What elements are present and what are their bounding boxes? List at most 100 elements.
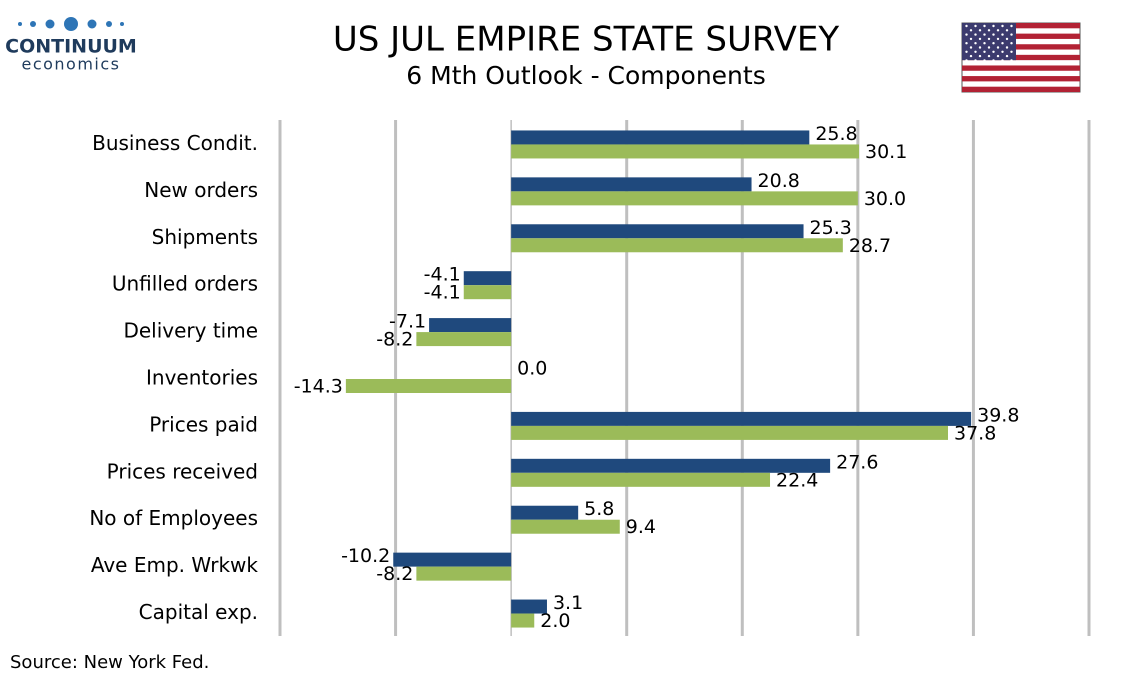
bar: [511, 505, 579, 520]
flag-star: [996, 29, 1000, 32]
y-tick-label: Prices received: [107, 459, 258, 483]
flag: [961, 22, 1081, 93]
flag-star: [1005, 46, 1009, 49]
logo-dot: [30, 21, 36, 27]
bar: [511, 411, 972, 426]
flag-star: [992, 24, 995, 28]
flag-star: [1005, 37, 1009, 41]
y-tick-label: New orders: [144, 178, 258, 202]
flag-star: [978, 54, 982, 58]
flag-star: [1010, 24, 1013, 28]
bar: [511, 519, 620, 534]
flag-star: [974, 50, 977, 53]
bar: [393, 552, 512, 567]
bar: [511, 599, 547, 614]
flag-stripe: [962, 23, 1080, 29]
flag-stripe: [962, 65, 1080, 71]
bar: [511, 177, 752, 192]
flag-star: [969, 29, 973, 32]
flag-star: [983, 50, 986, 53]
value-label: -4.1: [424, 282, 461, 304]
chart-subtitle: 6 Mth Outlook - Components: [406, 61, 765, 90]
value-label: 30.0: [864, 188, 906, 210]
flag-star: [1010, 42, 1013, 45]
bar: [463, 285, 512, 300]
value-label: 39.8: [977, 404, 1019, 426]
bar: [511, 191, 858, 206]
chart-title: US JUL EMPIRE STATE SURVEY: [333, 20, 840, 60]
value-label: -8.2: [376, 329, 413, 351]
flag-stripe: [962, 54, 1080, 61]
flag-canton: [962, 23, 1016, 61]
bar: [511, 224, 804, 239]
value-label: 28.7: [849, 235, 891, 257]
flag-star: [992, 33, 995, 36]
y-tick-label: Prices paid: [149, 412, 258, 436]
logo-dot: [18, 22, 22, 26]
flag-star: [974, 42, 977, 45]
y-tick-label: Ave Emp. Wrkwk: [91, 553, 259, 577]
flag-star: [1001, 33, 1004, 36]
flag-star: [965, 24, 968, 28]
bar: [511, 425, 949, 440]
flag-star: [969, 46, 973, 49]
flag-star: [987, 54, 991, 58]
value-label: 5.8: [584, 498, 614, 520]
y-tick-label: Unfilled orders: [112, 272, 258, 296]
value-label: 37.8: [954, 422, 996, 444]
value-label: 0.0: [517, 358, 547, 380]
flag-star: [996, 54, 1000, 58]
flag-star: [1001, 50, 1004, 53]
logo-tagline: economics: [21, 55, 120, 74]
logo-dot: [120, 22, 124, 26]
flag-stripe: [962, 44, 1080, 50]
y-tick-label: Capital exp.: [139, 600, 258, 624]
bar: [511, 238, 843, 253]
value-label: -10.2: [341, 545, 390, 567]
flag-star: [974, 59, 977, 62]
y-tick-label: Shipments: [152, 225, 258, 249]
value-label: 22.4: [776, 469, 818, 491]
flag-star: [974, 24, 977, 28]
value-label: 2.0: [540, 610, 570, 632]
flag-star: [978, 37, 982, 41]
logo-dot: [87, 19, 97, 29]
flag-star: [983, 33, 986, 36]
source: Source: New York Fed.: [10, 652, 209, 673]
flag-star: [987, 46, 991, 49]
flag-star: [1010, 50, 1013, 53]
flag-star: [992, 50, 995, 53]
logo: CONTINUUM economics: [5, 17, 137, 74]
bar: [511, 130, 810, 145]
value-label: 25.3: [810, 217, 852, 239]
y-tick-label: Business Condit.: [92, 131, 258, 155]
flag-stripe: [962, 86, 1080, 92]
flag-star: [969, 54, 973, 58]
flag-star: [1005, 29, 1009, 32]
flag-star: [1010, 33, 1013, 36]
bar: [416, 332, 512, 347]
bar: [463, 271, 512, 286]
flag-star: [996, 46, 1000, 49]
flag-stripe: [962, 76, 1080, 82]
bar: [511, 144, 860, 159]
logo-dot: [106, 21, 112, 27]
flag-star: [965, 33, 968, 36]
flag-star: [1005, 54, 1009, 58]
flag-star: [969, 37, 973, 41]
y-tick-label: Delivery time: [123, 319, 258, 343]
flag-star: [978, 29, 982, 32]
value-label: -7.1: [389, 311, 426, 333]
value-label: 3.1: [553, 592, 583, 614]
value-label: -14.3: [294, 376, 343, 398]
flag-stripe: [962, 33, 1080, 39]
flag-star: [965, 59, 968, 62]
bar: [345, 379, 512, 393]
bar: [429, 318, 512, 333]
flag-star: [992, 59, 995, 62]
flag-star: [965, 50, 968, 53]
flag-star: [974, 33, 977, 36]
flag-star: [983, 42, 986, 45]
value-label: 20.8: [758, 170, 800, 192]
